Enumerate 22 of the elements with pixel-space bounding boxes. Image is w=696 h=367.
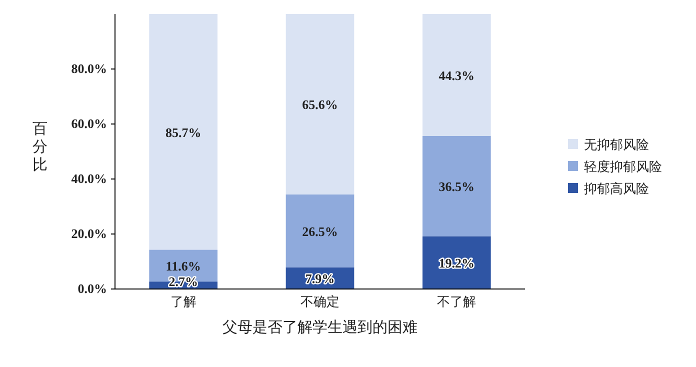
legend-label: 无抑郁风险 — [584, 137, 649, 152]
data-label: 65.6% — [302, 97, 338, 112]
data-label: 36.5% — [438, 179, 475, 194]
y-tick-label: 60.0% — [71, 116, 107, 131]
y-tick-label: 80.0% — [71, 61, 107, 76]
x-tick-label: 了解 — [170, 294, 196, 309]
data-label: 85.7% — [165, 124, 202, 140]
legend-label: 轻度抑郁风险 — [584, 159, 662, 174]
data-label: 19.2% — [438, 256, 475, 271]
legend-label: 抑郁高风险 — [584, 181, 649, 196]
data-label: 2.7% — [168, 274, 198, 289]
x-tick-label: 不了解 — [437, 294, 476, 309]
data-label: 44.3% — [438, 68, 475, 83]
y-tick-label: 20.0% — [71, 226, 107, 241]
data-label: 7.9% — [305, 271, 335, 286]
y-tick-label: 0.0% — [78, 281, 107, 296]
x-axis-title: 父母是否了解学生遇到的困难 — [222, 319, 418, 336]
y-tick-label: 40.0% — [71, 171, 107, 186]
y-axis-title: 百分比 — [32, 122, 48, 174]
data-label: 11.6% — [166, 258, 201, 274]
data-label: 26.5% — [302, 224, 338, 239]
x-tick-label: 不确定 — [300, 294, 340, 309]
